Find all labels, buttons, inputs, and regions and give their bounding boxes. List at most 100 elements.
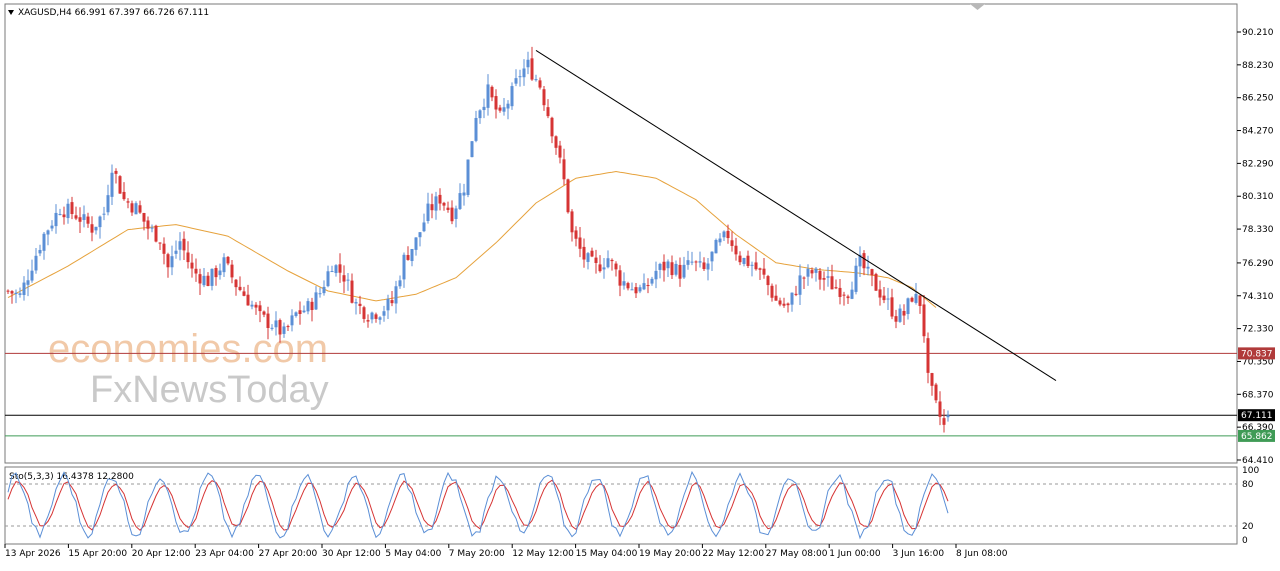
candle-body — [602, 267, 606, 270]
candle-body — [830, 276, 834, 290]
candle — [894, 309, 898, 329]
trendline[interactable] — [535, 49, 1057, 381]
candle-body — [594, 257, 598, 263]
y-tick-label: 78.330 — [1242, 225, 1274, 235]
candle — [226, 255, 230, 266]
candle — [54, 204, 58, 234]
candle-body — [650, 278, 654, 284]
candle-body — [474, 117, 478, 141]
candle-body — [38, 249, 42, 254]
candle-body — [926, 338, 930, 373]
candle-body — [150, 227, 154, 229]
candle — [842, 291, 846, 306]
x-tick-label: 3 Jun 16:00 — [893, 549, 945, 559]
candle — [510, 82, 514, 110]
candle — [134, 201, 138, 215]
candle — [794, 285, 798, 297]
candle — [190, 253, 194, 278]
candle — [414, 237, 418, 256]
candle-body — [498, 107, 502, 111]
candle-body — [134, 203, 138, 215]
horizontal-lines-layer — [5, 352, 1237, 437]
candle — [714, 238, 718, 254]
candle-body — [126, 201, 130, 203]
candle-body — [82, 214, 86, 220]
symbol-header: XAGUSD,H4 66.991 67.397 66.726 67.111 — [18, 8, 209, 18]
candle — [498, 104, 502, 113]
candle-body — [246, 294, 250, 306]
stochastic-scale-label: 20 — [1242, 522, 1254, 532]
candle — [738, 251, 742, 266]
candle-body — [282, 326, 286, 334]
price-axis[interactable]: 90.210 88.230 86.250 84.270 82.290 80.310 78.3… — [1237, 28, 1275, 466]
dropdown-triangle-icon[interactable] — [8, 10, 14, 15]
candle-body — [334, 265, 338, 274]
candle-body — [718, 238, 722, 243]
candle-body — [754, 262, 758, 270]
candle — [30, 259, 34, 283]
stochastic-scale-label: 100 — [1242, 466, 1259, 476]
candle-body — [154, 225, 158, 242]
candle — [642, 273, 646, 291]
candle-body — [338, 264, 342, 273]
candle — [306, 298, 310, 315]
candle-body — [198, 274, 202, 284]
x-tick-label: 22 May 12:00 — [702, 549, 764, 559]
candle-body — [886, 298, 890, 300]
candle — [914, 283, 918, 305]
stochastic-panel-frame — [4, 466, 1238, 545]
candle-body — [554, 136, 558, 148]
candle-body — [574, 230, 578, 239]
candle-body — [746, 255, 750, 266]
candle-body — [286, 326, 290, 328]
candle — [82, 205, 86, 228]
candle-body — [358, 303, 362, 306]
stochastic-scale-label: 0 — [1242, 536, 1248, 546]
candle — [650, 276, 654, 286]
candle — [898, 304, 902, 323]
candle-body — [206, 275, 210, 286]
candle-body — [442, 202, 446, 206]
candle-body — [918, 295, 922, 306]
candle — [366, 314, 370, 328]
candle — [718, 233, 722, 246]
x-tick-label: 23 Apr 04:00 — [195, 549, 254, 559]
candle — [706, 258, 710, 281]
candle — [386, 294, 390, 319]
candle — [590, 247, 594, 258]
candle-body — [734, 245, 738, 255]
candle-body — [326, 271, 330, 287]
time-axis[interactable]: 13 Apr 2026 15 Apr 20:00 20 Apr 12:00 23 Ap… — [4, 544, 1008, 559]
candle-body — [882, 295, 886, 301]
candle-body — [170, 256, 174, 268]
candle — [302, 305, 306, 314]
candle — [626, 281, 630, 291]
candle — [158, 242, 162, 251]
price-tag-label: 70.837 — [1241, 349, 1273, 359]
candle — [606, 250, 610, 269]
candle — [494, 89, 498, 119]
candle-body — [842, 294, 846, 296]
shift-marker-icon[interactable] — [970, 4, 985, 10]
candle-body — [238, 286, 242, 291]
candle-body — [226, 256, 230, 264]
candle-body — [590, 250, 594, 257]
candle-body — [354, 302, 358, 304]
candle — [550, 116, 554, 144]
candle — [742, 257, 746, 267]
candle — [658, 262, 662, 279]
candle-body — [550, 117, 554, 137]
candle — [310, 297, 314, 322]
candle — [174, 240, 178, 259]
trendline-layer[interactable] — [535, 49, 1057, 381]
candle-body — [634, 287, 638, 294]
candle — [406, 246, 410, 261]
candle-body — [762, 268, 766, 275]
candle-body — [214, 268, 218, 278]
candle — [278, 318, 282, 343]
candle — [382, 305, 386, 322]
candle — [666, 259, 670, 277]
candle-body — [578, 237, 582, 249]
